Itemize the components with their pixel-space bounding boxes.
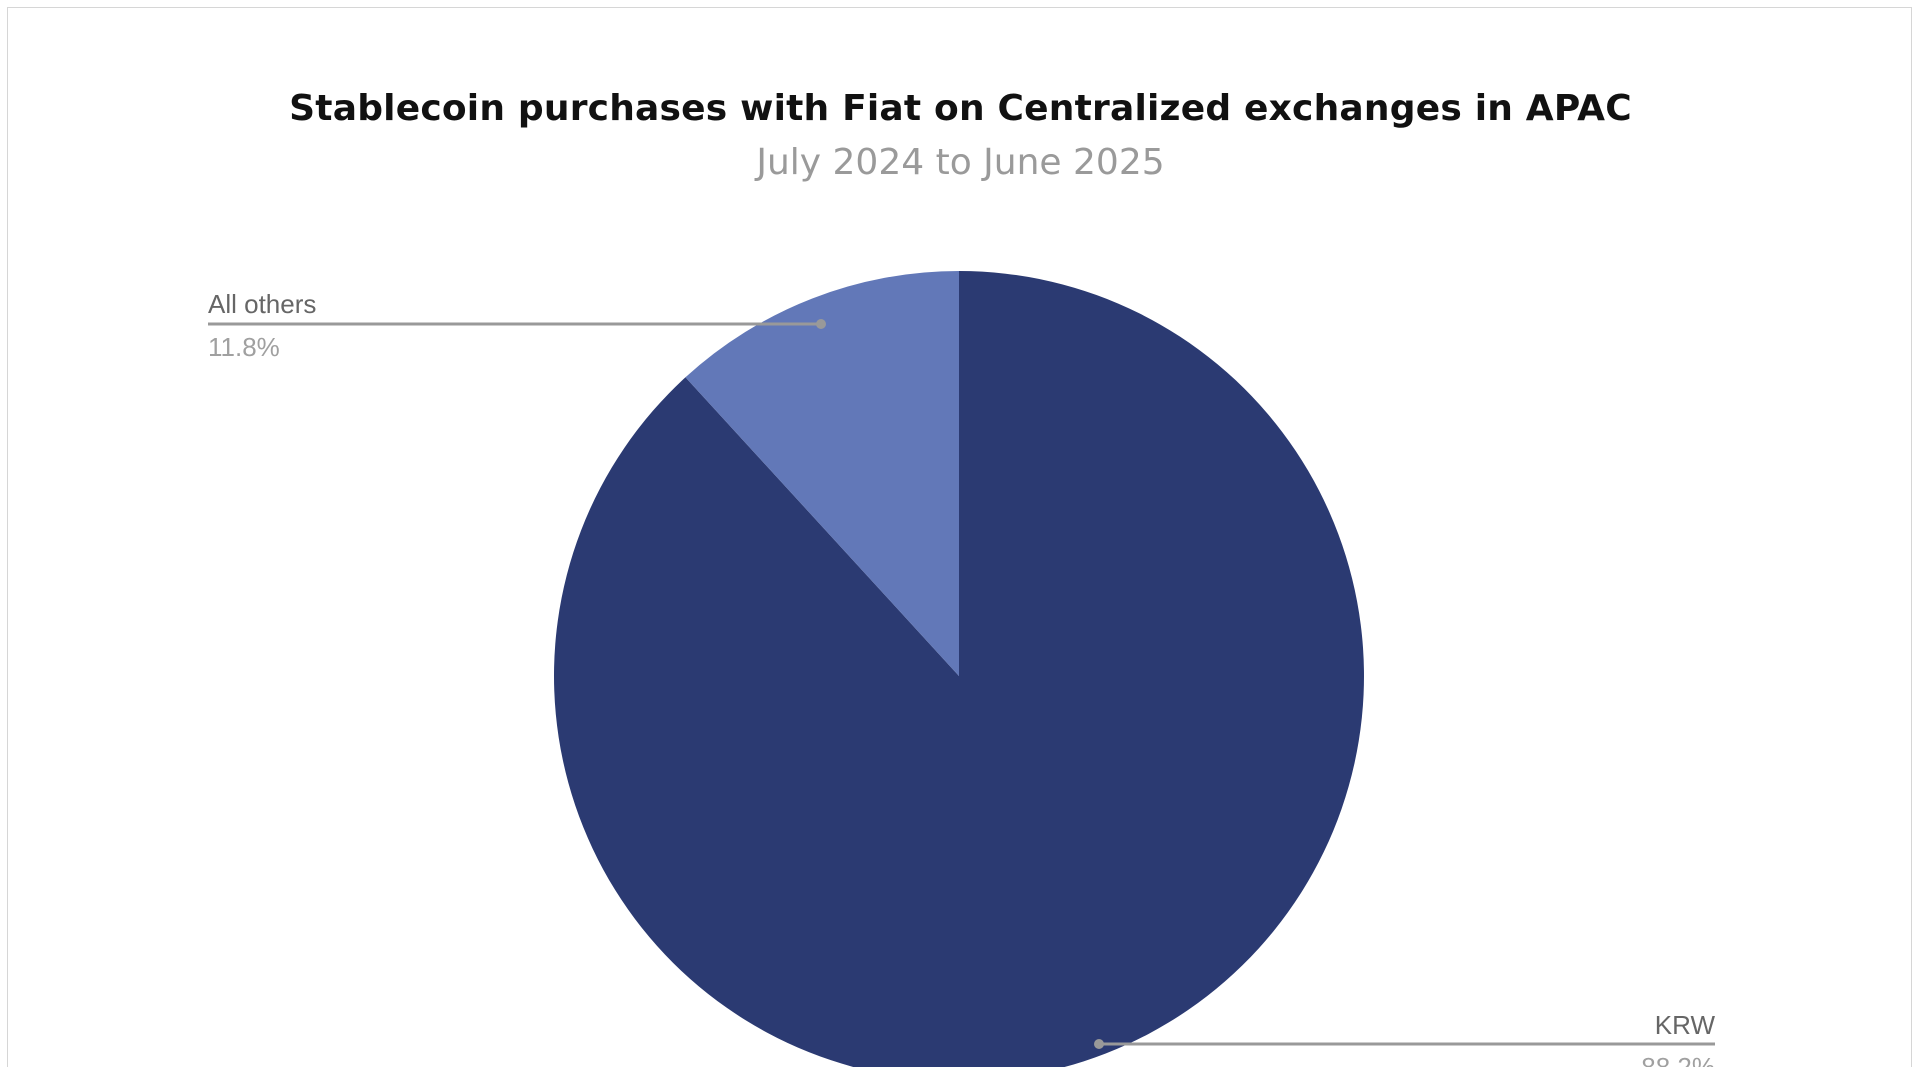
slice-value-all-others: 11.8% bbox=[208, 332, 280, 362]
slice-label-krw: KRW bbox=[1655, 1010, 1716, 1040]
pie-slice-all-others bbox=[685, 271, 959, 676]
chart-subtitle: July 2024 to June 2025 bbox=[756, 142, 1165, 183]
leader-dot-krw bbox=[1094, 1039, 1104, 1049]
chart-title: Stablecoin purchases with Fiat on Centra… bbox=[289, 88, 1632, 129]
pie-slice-krw bbox=[554, 271, 1364, 1067]
chart-frame: Stablecoin purchases with Fiat on Centra… bbox=[7, 7, 1912, 1067]
slice-label-all-others: All others bbox=[208, 289, 316, 319]
leader-dot-all-others bbox=[816, 319, 826, 329]
